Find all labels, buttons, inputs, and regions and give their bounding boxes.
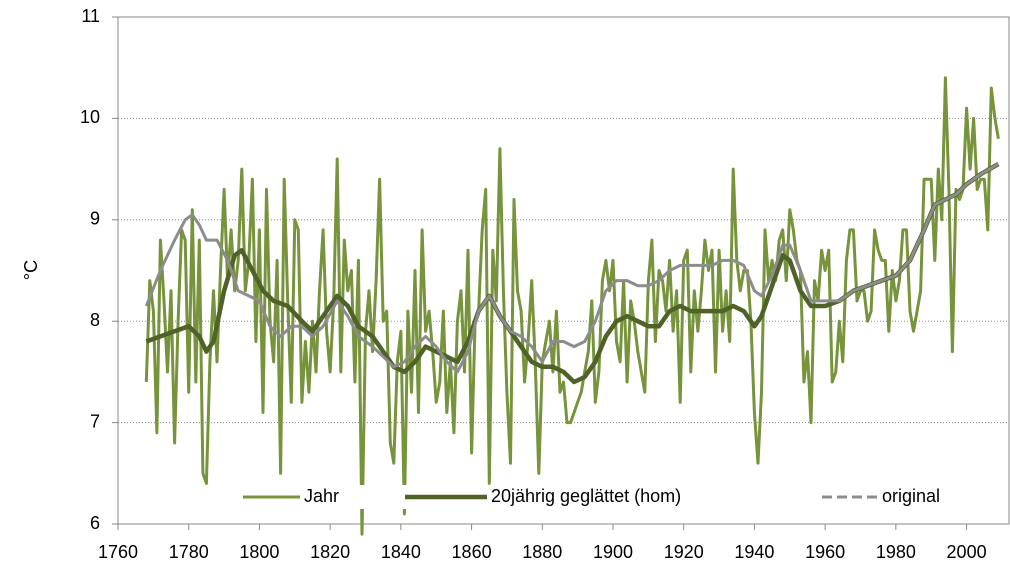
x-tick-label: 2000 — [947, 542, 987, 562]
x-tick-label: 1940 — [734, 542, 774, 562]
y-tick-label: 8 — [90, 310, 100, 330]
y-axis-label: °C — [21, 260, 41, 280]
plot-frame — [117, 16, 1010, 525]
x-tick-label: 1920 — [664, 542, 704, 562]
x-tick-label: 1860 — [452, 542, 492, 562]
y-tick-label: 6 — [90, 513, 100, 533]
x-tick-label: 1780 — [169, 542, 209, 562]
y-tick-label: 9 — [90, 209, 100, 229]
x-tick-label: 1980 — [876, 542, 916, 562]
y-tick-label: 11 — [81, 6, 100, 26]
x-tick-label: 1840 — [381, 542, 421, 562]
y-tick-label: 7 — [90, 411, 100, 431]
x-tick-label: 1960 — [805, 542, 845, 562]
legend-label: original — [882, 486, 940, 506]
x-tick-label: 1760 — [98, 542, 138, 562]
x-tick-label: 1820 — [310, 542, 350, 562]
series-line — [144, 76, 1000, 536]
x-tick-label: 1800 — [239, 542, 279, 562]
y-tick-label: 10 — [80, 107, 100, 127]
x-tick-label: 1900 — [593, 542, 633, 562]
series-line — [144, 162, 1000, 374]
legend-label: Jahr — [304, 486, 339, 506]
series-line — [145, 162, 1000, 385]
x-tick-label: 1880 — [522, 542, 562, 562]
legend-label: 20jährig geglättet (hom) — [491, 486, 681, 506]
